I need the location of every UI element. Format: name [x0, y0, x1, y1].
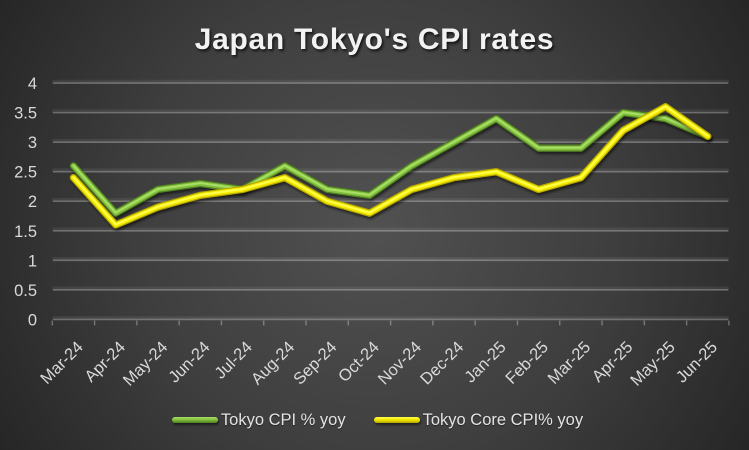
- x-tick-label: Aug-24: [248, 338, 298, 388]
- legend-item-tokyo-core-cpi: Tokyo Core CPI% yoy: [373, 410, 584, 430]
- x-tick-label: Dec-24: [417, 338, 467, 388]
- x-tick-label: Jun-25: [673, 338, 721, 386]
- x-tick-label: Feb-25: [502, 338, 552, 388]
- y-axis-labels: 0 0.5 1 1.5 2 2.5 3 3.5 4: [14, 75, 37, 329]
- legend-swatch: [171, 417, 218, 423]
- x-tick-label: Mar-24: [37, 338, 87, 388]
- legend-item-tokyo-cpi: Tokyo CPI % yoy: [171, 410, 346, 430]
- y-tick-label: 1: [28, 252, 37, 270]
- y-tick-label: 0: [28, 311, 37, 329]
- y-tick-label: 4: [28, 75, 37, 93]
- y-tick-label: 0.5: [14, 282, 37, 300]
- y-tick-label: 3.5: [14, 105, 37, 123]
- x-tick-label: Mar-25: [545, 338, 595, 388]
- x-tick-label: May-25: [627, 338, 679, 390]
- x-tick-label: Jan-25: [461, 338, 509, 386]
- x-axis-ticks: [51, 320, 730, 326]
- x-tick-label: Nov-24: [375, 338, 425, 388]
- y-tick-label: 2.5: [14, 164, 37, 182]
- chart-title: Japan Tokyo's CPI rates: [194, 22, 555, 56]
- y-tick-label: 1.5: [14, 223, 37, 241]
- x-tick-label: Sep-24: [290, 338, 340, 388]
- y-tick-label: 3: [28, 134, 37, 152]
- legend-label: Tokyo CPI % yoy: [220, 410, 346, 429]
- x-tick-label: May-24: [120, 338, 172, 390]
- y-tick-label: 2: [28, 193, 37, 211]
- x-tick-label: Jun-24: [165, 338, 213, 386]
- legend: Tokyo CPI % yoy Tokyo Core CPI% yoy: [3, 410, 749, 430]
- legend-label: Tokyo Core CPI% yoy: [422, 410, 584, 429]
- x-tick-label: Oct-24: [335, 338, 383, 386]
- legend-swatch: [373, 417, 420, 423]
- series-line-tokyo-cpi: [69, 108, 712, 217]
- series-line-tokyo-core-cpi: [69, 103, 712, 229]
- x-axis-labels: Mar-24Apr-24May-24Jun-24Jul-24Aug-24Sep-…: [37, 338, 721, 390]
